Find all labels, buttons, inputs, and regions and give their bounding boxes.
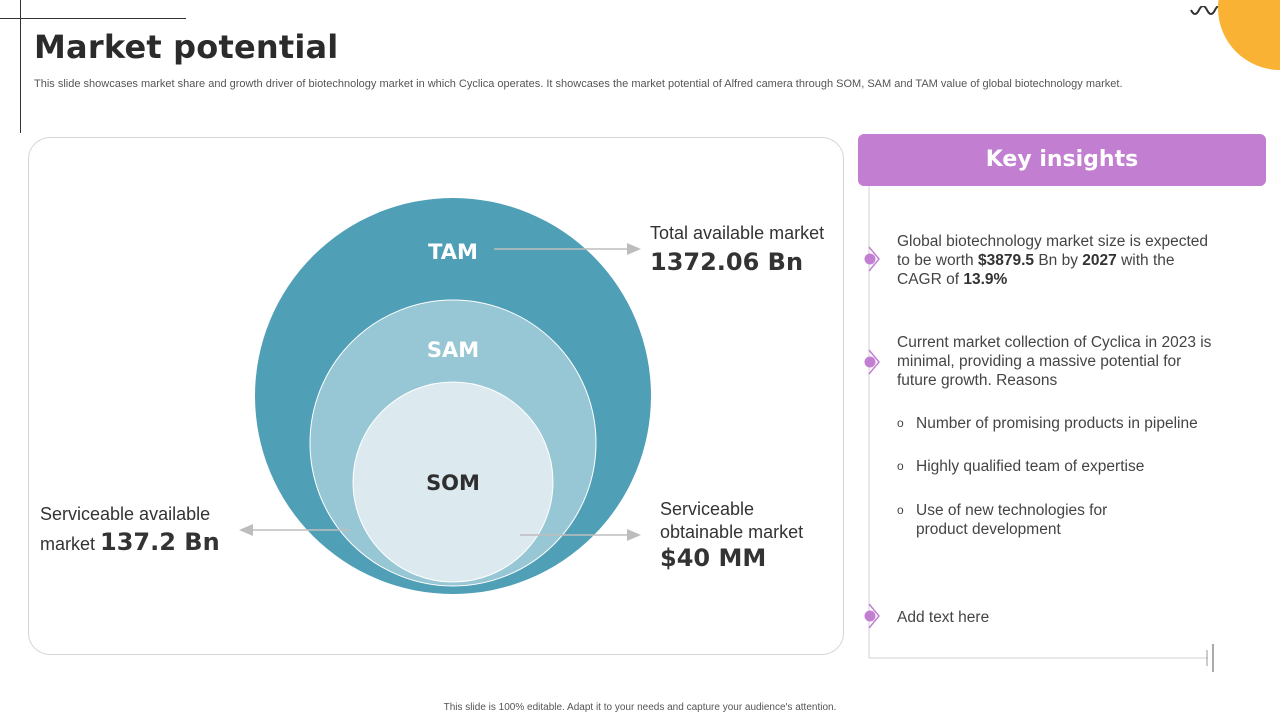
footer-note: This slide is 100% editable. Adapt it to… [443, 702, 837, 713]
sam-value: 137.2 Bn [100, 528, 220, 556]
timeline-marker-3 [864, 603, 880, 629]
tam-value: 1372.06 Bn [650, 248, 804, 276]
sam-circle-label: SAM [427, 338, 479, 362]
insight-market-size: Global biotechnology market size is expe… [897, 232, 1217, 289]
diagram-panel [28, 137, 844, 655]
insight-1-cagr: 13.9% [963, 271, 1008, 288]
corner-line-horizontal [0, 18, 186, 19]
timeline-marker-1 [864, 246, 880, 272]
insights-timeline [864, 186, 1214, 672]
sam-arrow [239, 524, 350, 536]
sam-name-prefix: market [40, 534, 101, 554]
insight-placeholder: Add text here [897, 609, 990, 626]
insight-1-year: 2027 [1082, 252, 1117, 269]
squiggle-icon [1190, 6, 1224, 15]
reason-text: Highly qualified team of expertise [916, 458, 1145, 475]
corner-line-vertical [20, 0, 21, 133]
insight-1-text-b: Bn by [1034, 252, 1083, 269]
sam-name-line2: market 137.2 Bn [40, 528, 220, 556]
som-circle-label: SOM [426, 471, 480, 495]
bullet-icon: o [897, 503, 904, 517]
som-arrow [520, 529, 641, 541]
insight-1-text-a: Global biotechnology market size is expe… [897, 233, 1209, 269]
som-circle [352, 381, 554, 583]
insight-growth-potential: Current market collection of Cyclica in … [897, 334, 1212, 389]
tam-circle-label: TAM [428, 240, 478, 264]
key-insights-header: Key insights [858, 134, 1266, 186]
reason-text: Number of promising products in pipeline [916, 415, 1198, 432]
page-title: Market potential [34, 28, 339, 66]
page-subtitle: This slide showcases market share and gr… [34, 78, 1123, 90]
insight-1-amount: $3879.5 [978, 252, 1035, 269]
orange-circle-decoration [1218, 0, 1280, 70]
timeline-marker-2 [864, 349, 880, 375]
insight-1-text-c: with the CAGR of [897, 252, 1175, 288]
reason-text-continued: product development [916, 521, 1061, 538]
bullet-icon: o [897, 459, 904, 473]
sam-name: Serviceable available [40, 504, 211, 524]
tam-name: Total available market [650, 223, 825, 243]
som-name-line1: Serviceable [660, 499, 755, 519]
som-value: $40 MM [660, 544, 767, 572]
som-name-line2: obtainable market [660, 522, 804, 542]
tam-arrow [494, 243, 641, 255]
bullet-icon: o [897, 416, 904, 430]
reason-text: Use of new technologies for [916, 502, 1108, 519]
